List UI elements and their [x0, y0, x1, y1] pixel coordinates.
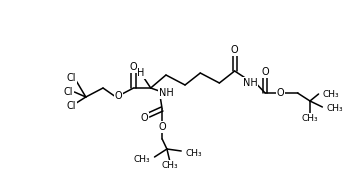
- Text: O: O: [261, 67, 269, 77]
- Text: O: O: [140, 113, 148, 123]
- Text: CH₃: CH₃: [162, 160, 178, 169]
- Text: Cl: Cl: [64, 87, 73, 97]
- Text: CH₃: CH₃: [186, 148, 203, 158]
- Text: Cl: Cl: [67, 73, 76, 83]
- Text: H: H: [138, 68, 145, 78]
- Text: O: O: [276, 88, 284, 98]
- Text: NH: NH: [158, 88, 173, 98]
- Text: CH₃: CH₃: [326, 104, 343, 112]
- Text: NH: NH: [243, 78, 257, 88]
- Text: O: O: [130, 62, 137, 72]
- Text: Cl: Cl: [67, 101, 76, 111]
- Text: O: O: [115, 91, 122, 101]
- Text: CH₃: CH₃: [302, 113, 318, 122]
- Text: O: O: [158, 122, 166, 132]
- Text: CH₃: CH₃: [133, 155, 150, 164]
- Text: O: O: [231, 45, 238, 55]
- Text: CH₃: CH₃: [322, 90, 339, 99]
